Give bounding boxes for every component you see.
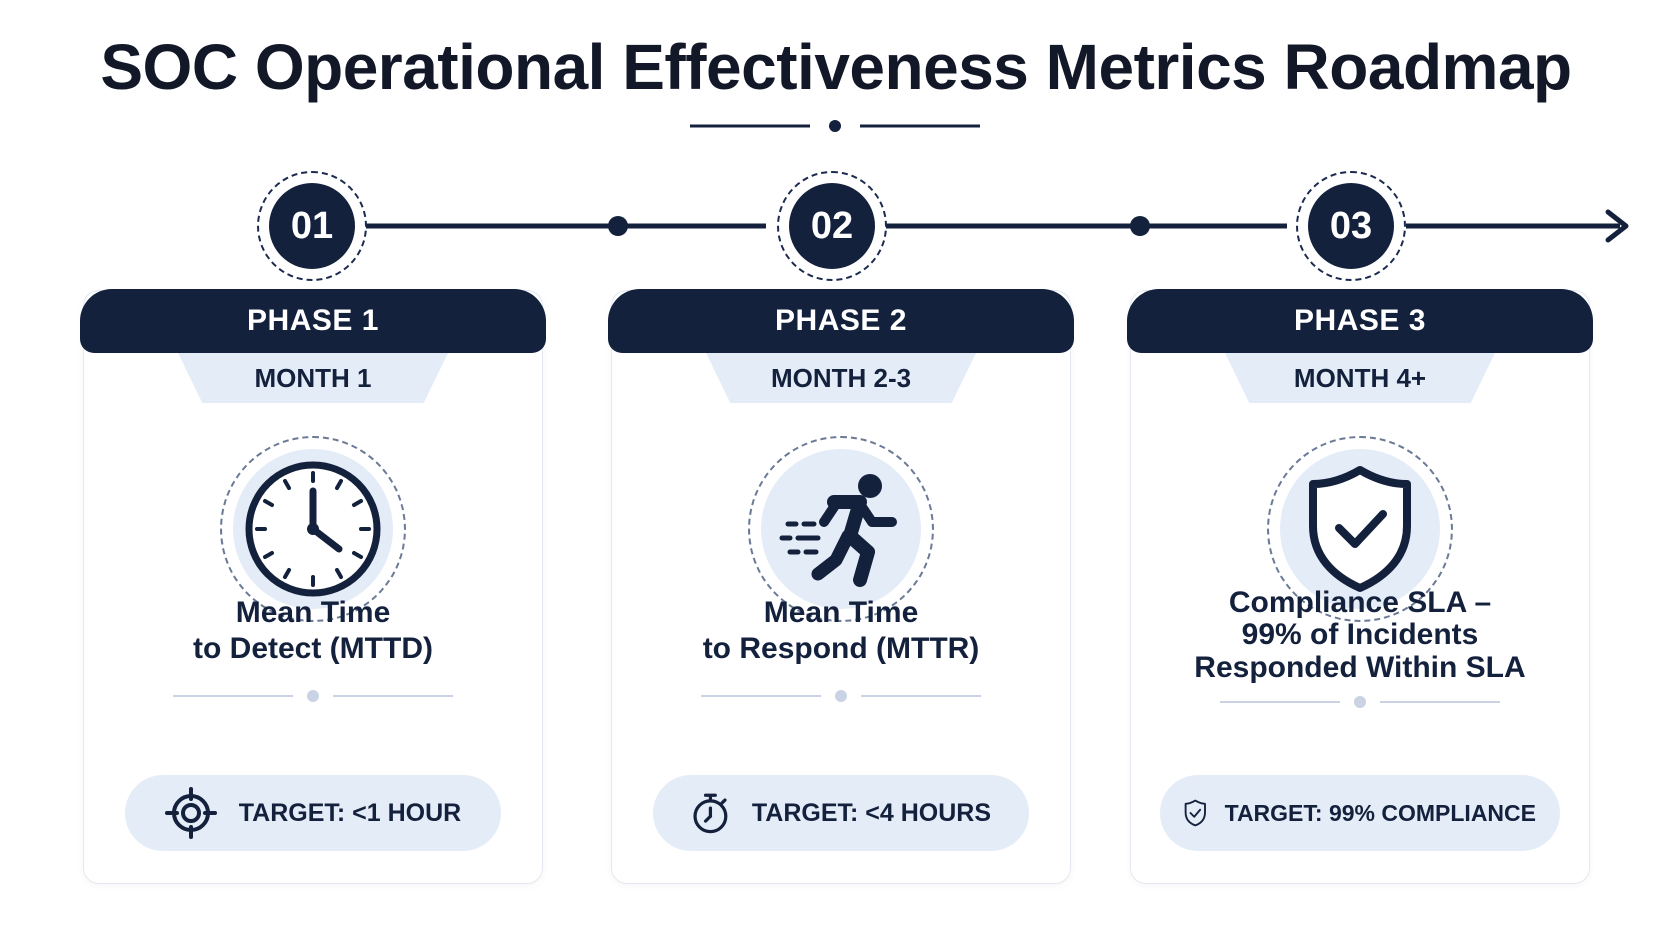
metric-line: Compliance SLA – — [1228, 586, 1492, 619]
crosshair-icon — [164, 787, 217, 839]
target-text: TARGET: 99% COMPLIANCE — [1224, 799, 1536, 826]
phase-label: PHASE 3 — [1127, 289, 1593, 353]
metric-icon-ring — [748, 436, 934, 622]
metric-line: Mean Time — [763, 596, 919, 629]
title-divider — [690, 120, 980, 132]
step-number: 01 — [269, 183, 355, 269]
step-badge-02: 02 — [777, 171, 887, 281]
target-text: TARGET: <4 HOURS — [751, 798, 991, 827]
metric-title: Compliance SLA – 99% of Incidents Respon… — [1151, 586, 1569, 684]
metric-icon-ring — [220, 436, 406, 622]
target-text: TARGET: <1 HOUR — [238, 798, 462, 827]
target-badge: TARGET: <1 HOUR — [125, 775, 501, 851]
month-label: MONTH 1 — [178, 353, 448, 403]
step-number: 02 — [789, 183, 875, 269]
stopwatch-icon — [693, 793, 728, 834]
target-badge: TARGET: <4 HOURS — [653, 775, 1029, 851]
target-badge: TARGET: 99% COMPLIANCE — [1160, 775, 1560, 851]
metric-line: 99% of Incidents — [1241, 618, 1479, 652]
page-title: SOC Operational Effectiveness Metrics Ro… — [100, 31, 1572, 103]
step-number: 03 — [1308, 183, 1394, 269]
card-divider — [1220, 696, 1500, 708]
metric-title: Mean Time to Detect (MTTD) — [104, 595, 522, 667]
metric-icon-ring — [1267, 436, 1453, 622]
month-label: MONTH 2-3 — [706, 353, 976, 403]
phase-card-3: PHASE 3 MONTH 4+ Compliance SLA – 99% of… — [1127, 289, 1593, 884]
metric-line: to Detect (MTTD) — [193, 632, 433, 665]
step-badge-03: 03 — [1296, 171, 1406, 281]
metric-line: Responded Within SLA — [1194, 650, 1526, 684]
metric-title: Mean Time to Respond (MTTR) — [632, 595, 1050, 667]
running-person-icon — [779, 474, 897, 587]
metric-line: Mean Time — [235, 596, 391, 629]
phase-card-2: PHASE 2 MONTH 2-3 Mean Time to Respond (… — [608, 289, 1074, 884]
timeline-line — [366, 209, 1629, 243]
card-divider — [173, 690, 453, 702]
shield-check-icon — [1309, 466, 1411, 592]
phase-label: PHASE 1 — [80, 289, 546, 353]
phase-card-1: PHASE 1 MONTH 1 Mean Time to Detect ( — [80, 289, 546, 884]
card-divider — [701, 690, 981, 702]
phase-label: PHASE 2 — [608, 289, 1074, 353]
step-badge-01: 01 — [257, 171, 367, 281]
metric-line: to Respond (MTTR) — [702, 632, 980, 665]
clock-icon — [245, 461, 381, 597]
month-label: MONTH 4+ — [1225, 353, 1495, 403]
shield-check-small-icon — [1184, 799, 1206, 827]
